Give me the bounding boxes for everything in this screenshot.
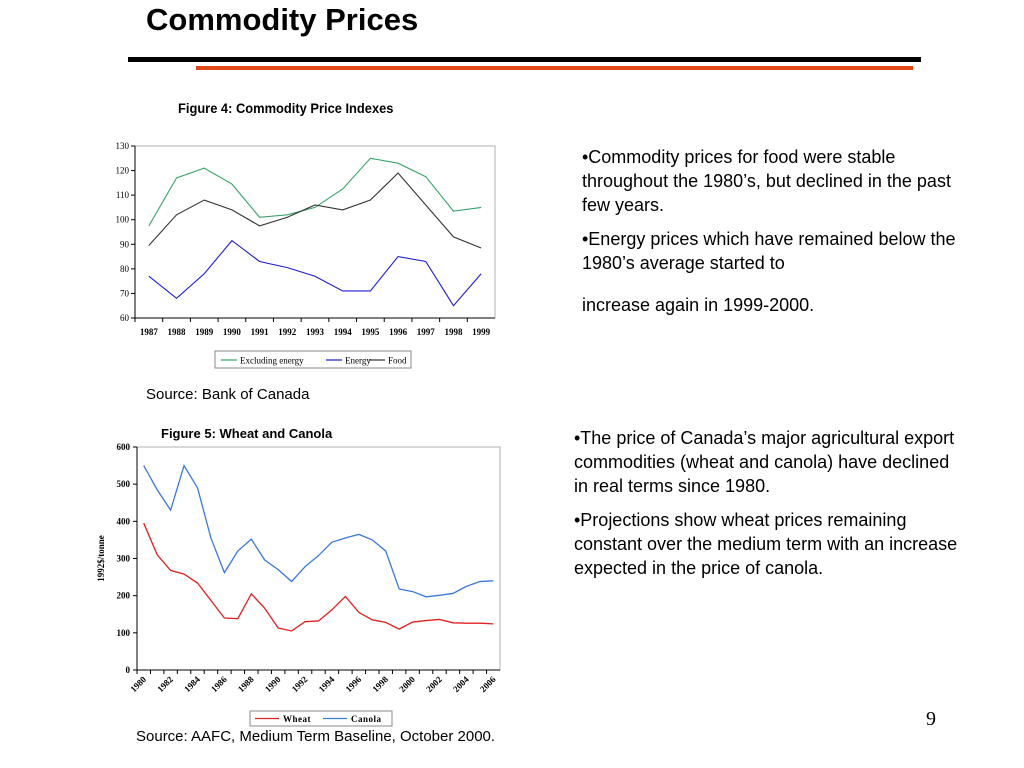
bullet-energy-cont: increase again in 1999-2000. xyxy=(582,295,815,315)
y-tick-label: 80 xyxy=(120,264,130,274)
legend-label: Excluding energy xyxy=(240,356,304,366)
y-tick-label: 130 xyxy=(116,141,130,151)
y-tick-label: 100 xyxy=(117,628,131,638)
legend-label: Wheat xyxy=(283,714,311,724)
x-tick-label: 1980 xyxy=(128,674,148,694)
x-tick-label: 1996 xyxy=(389,327,408,337)
x-tick-label: 2000 xyxy=(397,674,417,694)
x-tick-label: 2004 xyxy=(451,674,471,694)
y-tick-label: 0 xyxy=(126,665,131,675)
x-tick-label: 1986 xyxy=(209,674,229,694)
y-tick-label: 60 xyxy=(120,313,130,323)
x-tick-label: 1999 xyxy=(472,327,491,337)
y-tick-label: 90 xyxy=(120,239,130,249)
x-tick-label: 1994 xyxy=(317,674,337,694)
x-tick-label: 1988 xyxy=(168,327,187,337)
series-line-wheat xyxy=(143,522,494,632)
x-tick-label: 1982 xyxy=(155,674,175,694)
y-axis-label: 1992$/tonne xyxy=(96,535,106,582)
figure4-source: Source: Bank of Canada xyxy=(146,386,310,403)
x-tick-label: 1996 xyxy=(343,674,363,694)
y-tick-label: 70 xyxy=(120,288,130,298)
x-tick-label: 1992 xyxy=(278,327,297,337)
accent-rule xyxy=(196,66,913,70)
x-tick-label: 1991 xyxy=(251,327,270,337)
y-tick-label: 120 xyxy=(116,166,130,176)
bullet-food: •Commodity prices for food were stable t… xyxy=(582,147,951,215)
figure5-chart: 0 100 200 300 400 500 600 1992$/tonne 1980 1982 19… xyxy=(96,442,501,727)
series-line-energy xyxy=(148,239,482,307)
legend: Excluding energy Energy Food xyxy=(214,350,412,369)
x-tick-label: 1990 xyxy=(263,674,283,694)
x-tick-label: 1988 xyxy=(236,674,256,694)
x-tick-label: 1998 xyxy=(370,674,390,694)
y-tick-label: 110 xyxy=(116,190,130,200)
bullets-bottom: •The price of Canada’s major agricultura… xyxy=(574,426,959,590)
y-tick-label: 500 xyxy=(117,479,131,489)
y-tick-label: 300 xyxy=(117,554,131,564)
figure5-source: Source: AAFC, Medium Term Baseline, Octo… xyxy=(136,728,496,745)
y-tick-label: 200 xyxy=(117,591,131,601)
y-tick-label: 100 xyxy=(116,215,130,225)
x-tick-label: 1984 xyxy=(182,674,202,694)
figure5-title: Figure 5: Wheat and Canola xyxy=(161,426,333,441)
y-tick-label: 600 xyxy=(117,442,131,452)
series-line-excluding-energy xyxy=(148,157,482,227)
slide-title: Commodity Prices xyxy=(146,2,419,37)
figure4-title: Figure 4: Commodity Price Indexes xyxy=(178,100,394,116)
page-number: 9 xyxy=(926,708,936,730)
x-tick-label: 1990 xyxy=(223,327,242,337)
series-line-food xyxy=(148,172,482,249)
x-tick-label: 1995 xyxy=(361,327,380,337)
x-tick-label: 1993 xyxy=(306,327,325,337)
bullet-exports: •The price of Canada’s major agricultura… xyxy=(574,428,955,496)
bullets-top: •Commodity prices for food were stable t… xyxy=(582,145,962,327)
series-line-canola xyxy=(143,463,494,598)
x-tick-label: 1994 xyxy=(334,327,353,337)
legend: Wheat Canola xyxy=(249,710,393,727)
x-tick-label: 1987 xyxy=(140,327,159,337)
x-tick-label: 1997 xyxy=(417,327,436,337)
legend-box xyxy=(249,710,393,727)
legend-label: Canola xyxy=(351,714,382,724)
bullet-energy: •Energy prices which have remained below… xyxy=(582,229,956,273)
y-tick-label: 400 xyxy=(117,516,131,526)
figure4-chart: 60 70 80 90 100 110 120 130 1987 1988 1989 1990 1991… xyxy=(116,141,496,369)
x-tick-label: 1992 xyxy=(290,674,310,694)
x-tick-label: 1998 xyxy=(444,327,463,337)
bullet-projections: •Projections show wheat prices remaining… xyxy=(574,510,958,578)
plot-area xyxy=(134,145,496,319)
plot-area xyxy=(136,446,501,671)
title-rule xyxy=(128,57,921,62)
x-tick-label: 2006 xyxy=(478,674,498,694)
legend-label: Energy xyxy=(345,356,371,366)
legend-label: Food xyxy=(388,356,407,366)
x-tick-label: 2002 xyxy=(424,674,444,694)
x-tick-label: 1989 xyxy=(195,327,214,337)
legend-box xyxy=(214,350,412,369)
